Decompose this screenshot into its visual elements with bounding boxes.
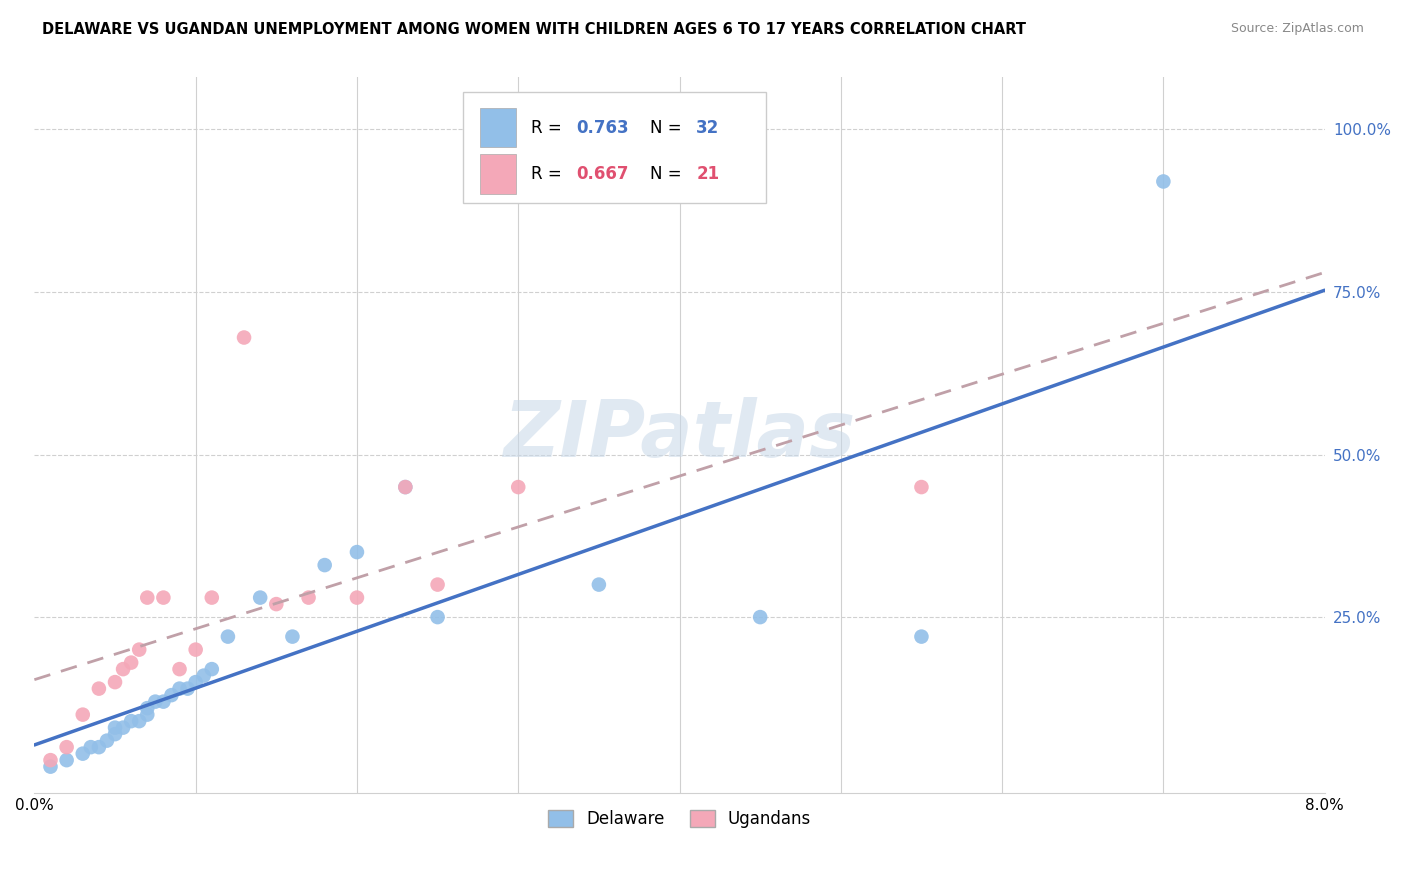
Point [80,740,103,755]
Point [39,753,62,767]
Point [266,597,288,611]
Point [346,591,368,605]
Point [136,707,159,722]
FancyBboxPatch shape [463,92,766,202]
Point [394,480,416,494]
Point [72,747,94,761]
Text: 0.667: 0.667 [576,165,628,183]
FancyBboxPatch shape [479,154,516,194]
Point [96,733,118,747]
Point [169,662,191,676]
Point [201,662,224,676]
Text: DELAWARE VS UGANDAN UNEMPLOYMENT AMONG WOMEN WITH CHILDREN AGES 6 TO 17 YEARS CO: DELAWARE VS UGANDAN UNEMPLOYMENT AMONG W… [42,22,1026,37]
Point [112,721,135,735]
Point [120,656,142,670]
Point [193,668,215,682]
Point [588,577,610,591]
Point [508,480,530,494]
Text: 21: 21 [696,165,720,183]
Point [176,681,198,696]
Point [314,558,336,573]
Point [152,591,174,605]
Point [120,714,142,728]
Point [87,740,110,755]
Point [136,701,159,715]
Point [184,642,207,657]
Point [233,330,256,344]
Point [112,662,135,676]
Text: Source: ZipAtlas.com: Source: ZipAtlas.com [1230,22,1364,36]
Text: R =: R = [531,165,567,183]
Point [217,630,239,644]
Point [1152,174,1174,188]
Text: R =: R = [531,119,567,136]
Text: ZIPatlas: ZIPatlas [503,397,856,473]
Point [201,591,224,605]
Point [184,675,207,690]
Point [143,695,166,709]
Point [426,610,449,624]
Point [160,688,183,702]
Point [104,721,127,735]
Point [104,727,127,741]
Point [128,714,150,728]
Point [72,707,94,722]
Point [297,591,319,605]
Legend: Delaware, Ugandans: Delaware, Ugandans [541,803,818,834]
Text: 0.763: 0.763 [576,119,628,136]
FancyBboxPatch shape [479,108,516,147]
Point [910,630,932,644]
Point [55,753,77,767]
Point [104,675,127,690]
Text: 32: 32 [696,119,720,136]
Point [39,759,62,773]
Point [87,681,110,696]
Point [169,681,191,696]
Point [136,591,159,605]
Point [394,480,416,494]
Point [426,577,449,591]
Point [249,591,271,605]
Point [281,630,304,644]
Point [55,740,77,755]
Text: N =: N = [650,119,686,136]
Point [910,480,932,494]
Point [346,545,368,559]
Point [152,695,174,709]
Text: N =: N = [650,165,686,183]
Point [749,610,772,624]
Point [128,642,150,657]
